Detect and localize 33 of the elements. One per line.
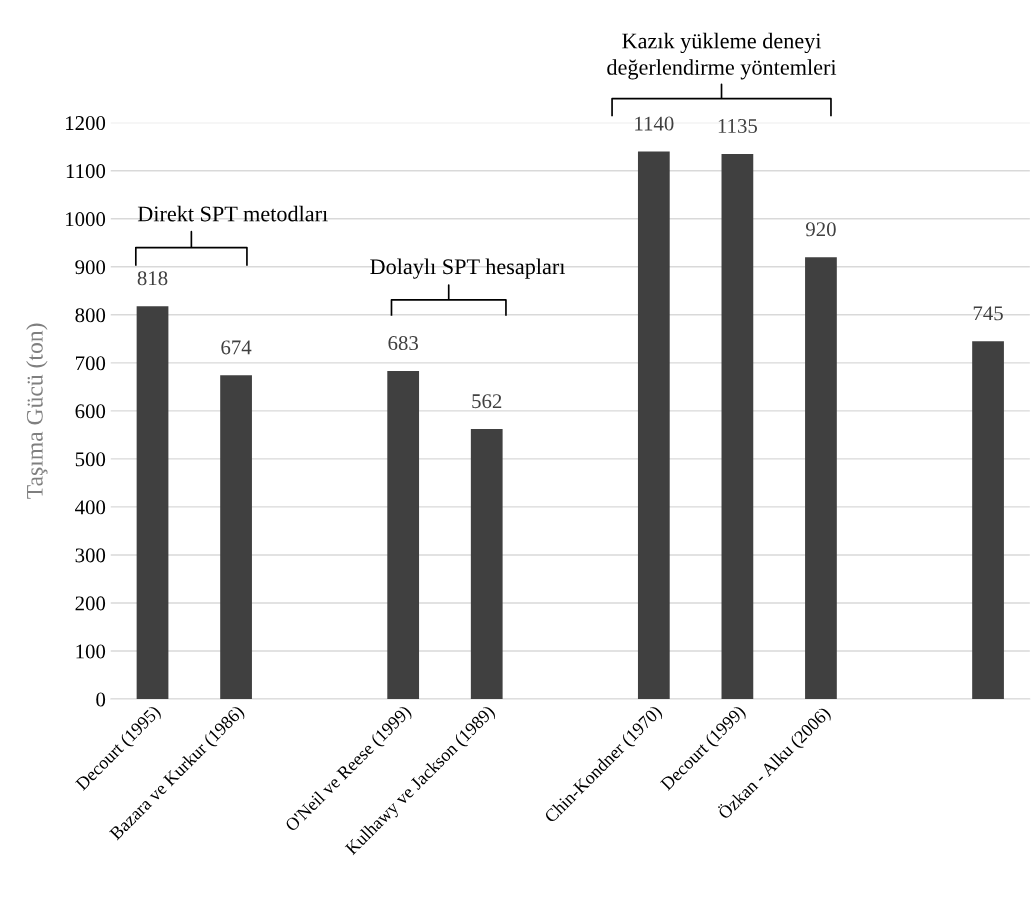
text: Kazık yükleme deneyi değerlendirme yöntemleri <box>607 32 837 80</box>
bar <box>721 153 754 700</box>
y-tick-label: 600 <box>75 404 106 419</box>
annotation: Direkt SPT metodları <box>137 205 328 222</box>
y-tick-label: 1000 <box>66 212 106 227</box>
bar <box>387 370 420 700</box>
y-tick-label: 800 <box>75 308 106 323</box>
y-tick-label: 1100 <box>66 164 106 179</box>
y-tick-label: 200 <box>75 596 106 611</box>
data-label: 818 <box>137 271 168 286</box>
data-label: 1140 <box>635 116 674 131</box>
bar <box>972 341 1004 700</box>
bar <box>637 151 670 700</box>
data-label: 674 <box>221 340 252 355</box>
bar <box>805 257 837 700</box>
bar <box>136 306 169 700</box>
y-tick-label: 300 <box>75 548 106 563</box>
data-label: 562 <box>472 394 502 409</box>
data-label: 683 <box>388 336 418 351</box>
annotation: Dolaylı SPT hesapları <box>370 258 566 279</box>
data-label: 920 <box>805 222 836 237</box>
bar <box>470 429 503 700</box>
y-tick-label: 500 <box>75 452 106 467</box>
data-label: 745 <box>973 306 1003 321</box>
y-tick-label: 0 <box>96 692 106 707</box>
y-tick-label: 400 <box>75 500 106 515</box>
y-tick-label: 1200 <box>66 116 106 131</box>
y-tick-label: 900 <box>75 260 106 275</box>
y-tick-label: 100 <box>76 644 106 659</box>
y-tick-label: 700 <box>76 356 106 371</box>
y-axis-title: Taşıma Gücü (ton) <box>26 323 48 499</box>
bar <box>220 375 252 700</box>
data-label: 1135 <box>718 118 758 133</box>
